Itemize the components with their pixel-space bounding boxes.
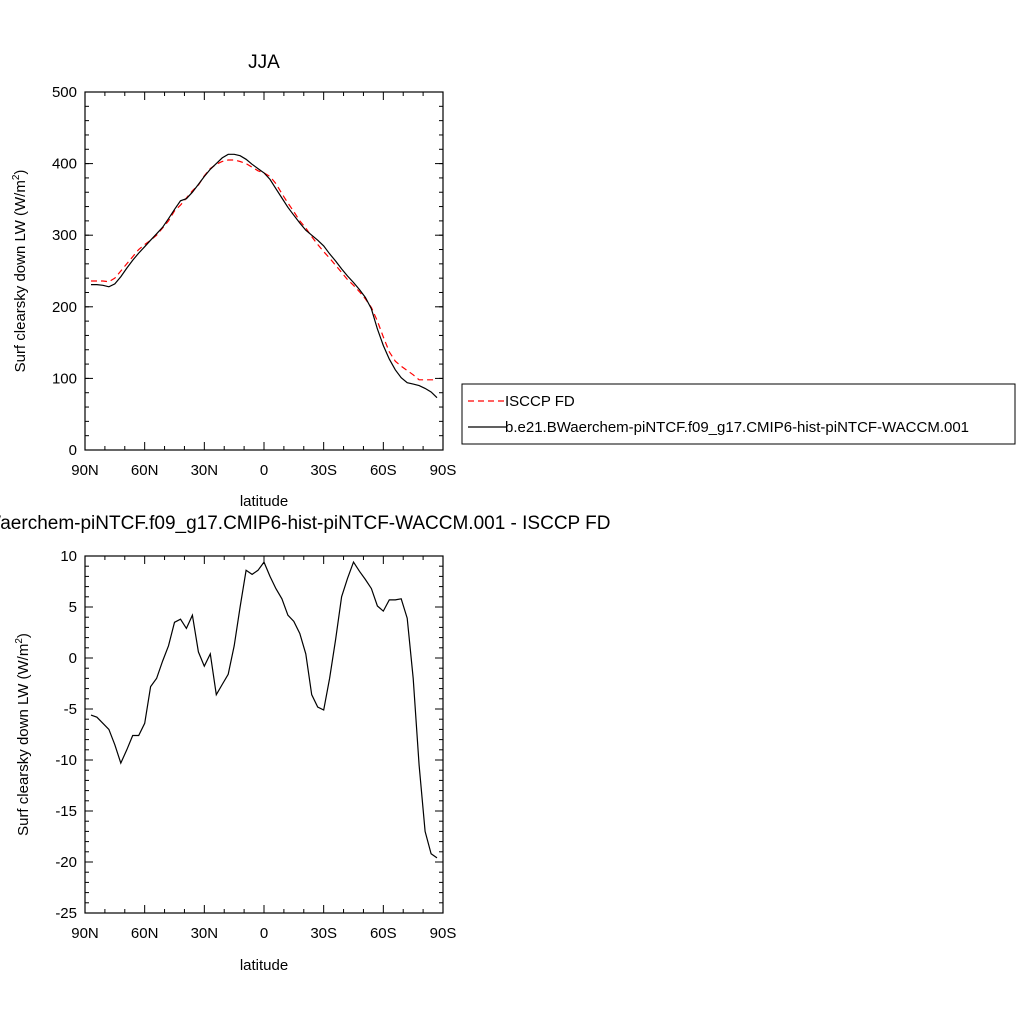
y-tick-label: -20 xyxy=(55,854,77,871)
y-tick-label: 200 xyxy=(52,299,77,316)
y-axis-label-sup: 2 xyxy=(14,638,25,644)
x-tick-label: 30N xyxy=(191,462,219,479)
x-tick-label: 90N xyxy=(71,925,99,942)
chart-1: JJA 90N 60N 30N 0 30S 60S 90S 0 100 200 300 400 500 la… xyxy=(11,52,1016,510)
chart-title: JJA xyxy=(248,52,280,73)
x-tick-label: 60S xyxy=(370,462,397,479)
y-axis-label-close: ) xyxy=(12,170,29,175)
chart-title: b.e21.BWaerchem-piNTCF.f09_g17.CMIP6-his… xyxy=(0,513,610,534)
y-tick-label: -15 xyxy=(55,803,77,820)
x-tick-label: 0 xyxy=(260,462,268,479)
y-tick-label: 5 xyxy=(69,599,77,616)
y-tick-label: -5 xyxy=(64,701,77,718)
legend-box xyxy=(461,383,1016,445)
y-tick-label: 0 xyxy=(69,442,77,459)
y-tick-label: 0 xyxy=(69,650,77,667)
y-axis-label-close: ) xyxy=(15,633,32,638)
x-tick-label: 30S xyxy=(310,462,337,479)
y-axis-label: Surf clearsky down LW (W/m2) xyxy=(11,170,29,373)
y-axis-label-main: Surf clearsky down LW (W/m xyxy=(15,644,32,836)
y-tick-label: -10 xyxy=(55,752,77,769)
x-tick-label: 30N xyxy=(191,925,219,942)
legend-label: ISCCP FD xyxy=(505,393,575,410)
y-axis-label: Surf clearsky down LW (W/m2) xyxy=(14,633,32,836)
series-line-model xyxy=(90,560,438,859)
x-axis-label: latitude xyxy=(240,957,288,974)
chart-2: b.e21.BWaerchem-piNTCF.f09_g17.CMIP6-his… xyxy=(0,513,610,974)
y-tick-label: 10 xyxy=(60,548,77,565)
x-axis-label: latitude xyxy=(240,493,288,510)
y-axis-label-sup: 2 xyxy=(11,174,22,180)
x-tick-label: 90N xyxy=(71,462,99,479)
x-tick-label: 60S xyxy=(370,925,397,942)
x-tick-label: 90S xyxy=(430,462,457,479)
x-tick-label: 0 xyxy=(260,925,268,942)
y-tick-label: 100 xyxy=(52,370,77,387)
x-tick-label: 60N xyxy=(131,462,159,479)
plot-frame xyxy=(84,91,444,451)
legend: ISCCP FD b.e21.BWaerchem-piNTCF.f09_g17.C… xyxy=(461,383,1016,445)
y-tick-label: 400 xyxy=(52,156,77,173)
x-tick-label: 90S xyxy=(430,925,457,942)
y-tick-label: -25 xyxy=(55,905,77,922)
x-tick-label: 60N xyxy=(131,925,159,942)
y-tick-label: 500 xyxy=(52,84,77,101)
series-line-isccp xyxy=(91,159,437,381)
legend-label: b.e21.BWaerchem-piNTCF.f09_g17.CMIP6-his… xyxy=(505,419,969,436)
x-tick-label: 30S xyxy=(310,925,337,942)
y-axis-label-main: Surf clearsky down LW (W/m xyxy=(12,180,29,372)
y-tick-label: 300 xyxy=(52,227,77,244)
series-line-model xyxy=(91,153,438,399)
